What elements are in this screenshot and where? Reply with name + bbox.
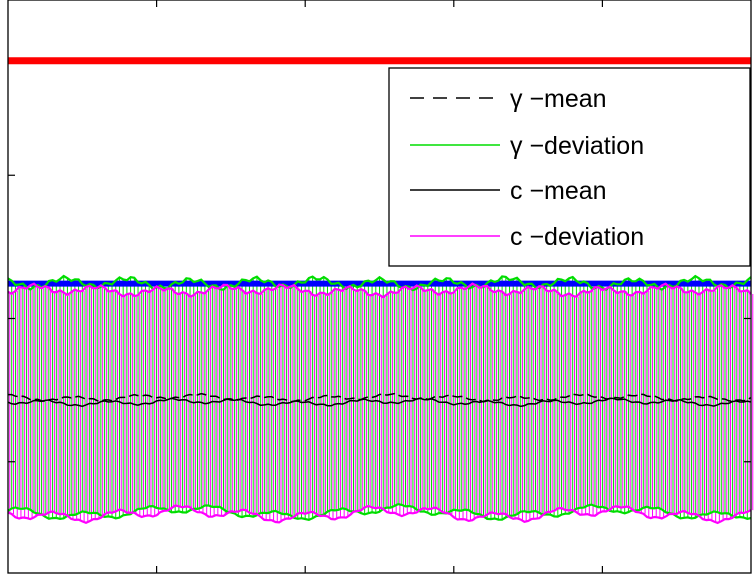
gamma-deviation-upper xyxy=(7,274,752,292)
c-deviation-upper xyxy=(7,282,752,299)
legend-box xyxy=(388,67,751,267)
legend-label-gamma-deviation: γ −deviation xyxy=(510,132,644,160)
c-mean-line xyxy=(7,397,752,408)
series-lines xyxy=(7,57,752,525)
c-deviation-lower xyxy=(7,504,752,525)
plot-frame xyxy=(7,0,752,574)
legend: γ −mean γ −deviation c −mean c −deviatio… xyxy=(388,67,751,267)
legend-label-c-deviation: c −deviation xyxy=(510,223,644,251)
gamma-mean-line xyxy=(8,392,752,403)
legend-label-gamma-mean: γ −mean xyxy=(510,85,607,113)
legend-label-c-mean: c −mean xyxy=(510,177,607,205)
